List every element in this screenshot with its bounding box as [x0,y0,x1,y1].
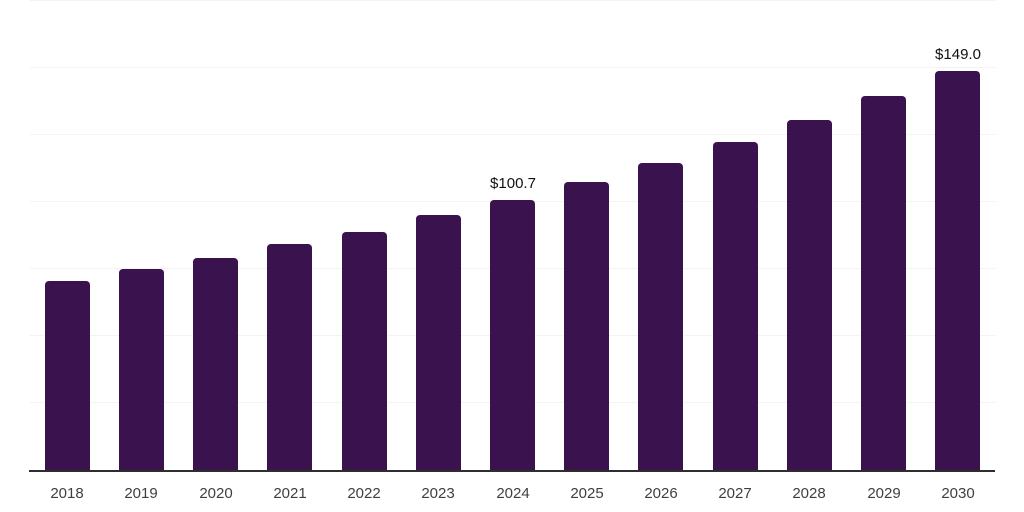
x-tick-2026: 2026 [644,485,678,502]
plot-area [30,0,995,470]
gridline-175 [30,0,995,1]
bar-2024 [490,200,535,470]
x-tick-2018: 2018 [50,485,84,502]
bar-2019 [119,269,164,470]
bar-2020 [193,258,238,470]
bar-2021 [267,244,312,470]
bar-2030 [935,71,980,470]
bar-2028 [787,120,832,470]
bar-2027 [713,142,758,470]
x-tick-2024: 2024 [496,485,530,502]
x-tick-2025: 2025 [570,485,604,502]
x-tick-2023: 2023 [421,485,455,502]
x-tick-2020: 2020 [199,485,233,502]
gridline-125 [30,134,995,135]
x-tick-2028: 2028 [792,485,826,502]
x-tick-2019: 2019 [124,485,158,502]
x-axis-line [29,470,995,472]
x-tick-2021: 2021 [273,485,307,502]
x-tick-2029: 2029 [867,485,901,502]
bar-2022 [342,232,387,470]
data-label-2024: $100.7 [490,175,536,192]
data-label-2030: $149.0 [935,46,981,63]
bar-2029 [861,96,906,470]
bar-2025 [564,182,609,470]
x-tick-2030: 2030 [941,485,975,502]
bar-2026 [638,163,683,470]
x-tick-2027: 2027 [718,485,752,502]
bar-2023 [416,215,461,470]
x-tick-2022: 2022 [347,485,381,502]
bar-2018 [45,281,90,470]
gridline-150 [30,67,995,68]
